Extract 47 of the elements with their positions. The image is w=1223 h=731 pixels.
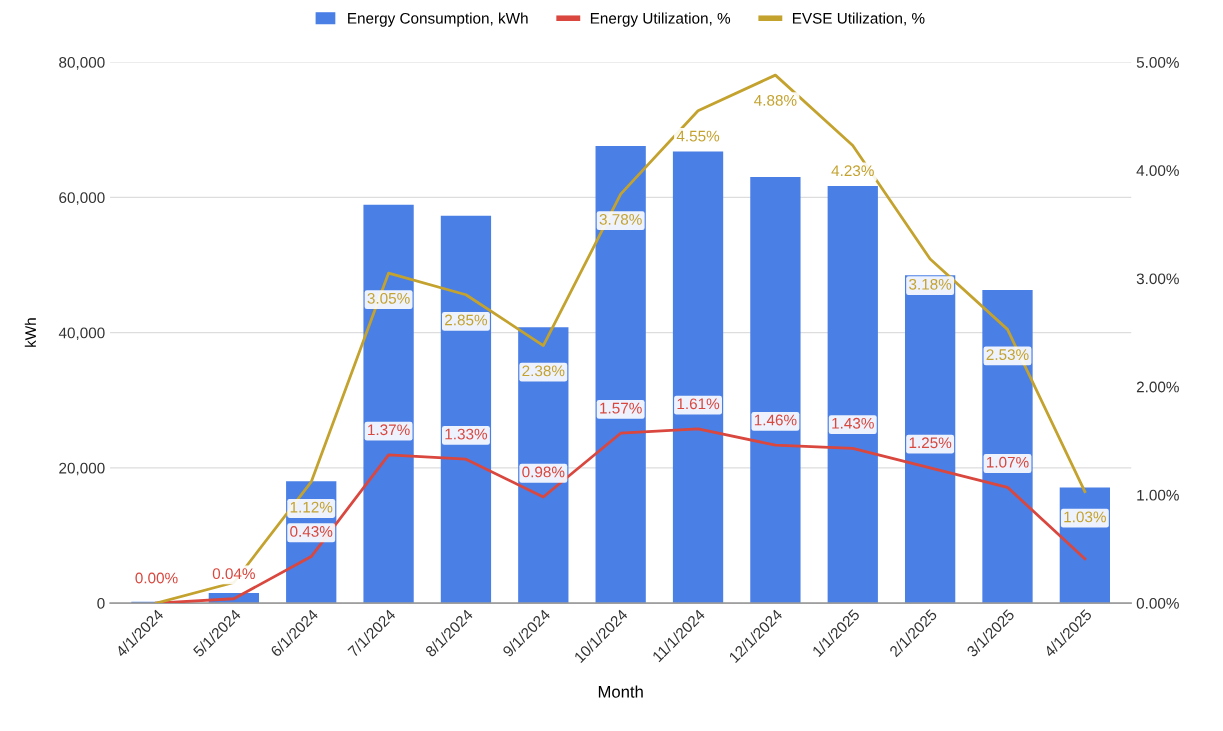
data-label: 0.98% bbox=[522, 466, 565, 478]
y2-tick-label: 1.00% bbox=[1137, 489, 1179, 501]
data-label: 4.55% bbox=[676, 130, 720, 142]
data-label: 3.78% bbox=[599, 213, 642, 225]
data-label: 2.85% bbox=[445, 314, 488, 326]
data-label: 0.00% bbox=[135, 572, 178, 584]
data-label: 1.61% bbox=[677, 398, 720, 410]
bar bbox=[982, 290, 1033, 604]
bar bbox=[904, 275, 956, 604]
legend-label: Energy Consumption, kWh bbox=[348, 12, 528, 27]
legend-label: EVSE Utilization, % bbox=[792, 12, 925, 26]
bar bbox=[595, 145, 646, 604]
bar bbox=[672, 151, 724, 604]
y2-tick-label: 4.00% bbox=[1136, 165, 1179, 177]
y-tick-label: 20,000 bbox=[59, 462, 105, 476]
data-label: 4.88% bbox=[754, 94, 797, 106]
y2-tick-label: 3.00% bbox=[1136, 273, 1179, 285]
data-label: 0.04% bbox=[212, 568, 255, 580]
data-label: 1.33% bbox=[445, 428, 488, 440]
bar bbox=[363, 204, 414, 604]
data-label: 4.23% bbox=[831, 165, 874, 177]
data-label: 1.12% bbox=[290, 501, 333, 513]
y2-tick-label: 2.00% bbox=[1136, 381, 1179, 393]
data-label: 3.18% bbox=[909, 278, 952, 290]
data-label: 1.25% bbox=[909, 437, 952, 449]
y2-tick-label: 5.00% bbox=[1136, 57, 1179, 68]
bar bbox=[440, 215, 492, 604]
x-axis-title: Month bbox=[598, 685, 643, 698]
data-label: 2.53% bbox=[986, 349, 1029, 361]
y2-tick-label: 0.00% bbox=[1136, 597, 1179, 609]
y-axis-title: kWh bbox=[24, 318, 36, 347]
data-label: 1.03% bbox=[1064, 511, 1106, 523]
data-label: 1.07% bbox=[987, 456, 1029, 468]
data-label: 1.43% bbox=[832, 417, 874, 429]
data-label: 1.57% bbox=[600, 402, 642, 414]
y-tick-label: 60,000 bbox=[59, 192, 105, 205]
data-label: 0.43% bbox=[290, 526, 333, 537]
data-label: 2.38% bbox=[522, 365, 565, 377]
y-tick-label: 0 bbox=[97, 597, 105, 609]
data-label: 1.46% bbox=[754, 414, 797, 426]
y-tick-label: 80,000 bbox=[59, 57, 105, 70]
bar bbox=[827, 185, 878, 604]
data-label: 3.05% bbox=[367, 292, 410, 304]
legend-label: Energy Utilization, % bbox=[590, 12, 731, 27]
bar bbox=[750, 177, 801, 604]
data-label: 1.37% bbox=[368, 424, 410, 436]
y-tick-label: 40,000 bbox=[58, 327, 105, 341]
